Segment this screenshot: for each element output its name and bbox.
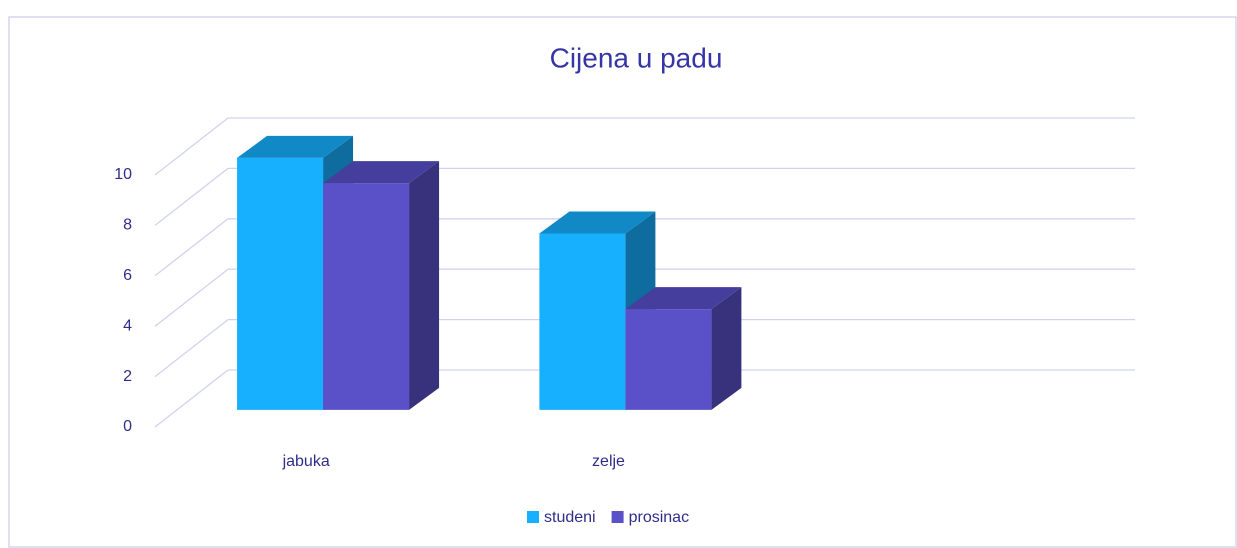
y-tick-label: 10 — [114, 166, 132, 183]
bar-front — [237, 157, 324, 410]
y-tick-label: 6 — [123, 267, 132, 284]
x-tick-label: jabuka — [282, 453, 330, 470]
bar — [625, 287, 742, 410]
legend-label: studeni — [544, 509, 596, 526]
y-tick-label: 2 — [123, 368, 132, 385]
x-tick-label: zelje — [592, 453, 625, 470]
legend-label: prosinac — [629, 509, 689, 526]
y-tick-label: 8 — [123, 217, 132, 234]
grid-line — [154, 167, 229, 226]
grid-line — [154, 319, 229, 378]
bar-top — [625, 287, 742, 310]
bar-top — [539, 211, 656, 234]
bar-side — [409, 161, 440, 410]
bar-top — [237, 135, 354, 158]
legend-swatch — [527, 511, 539, 523]
grid-line — [154, 117, 229, 176]
bar-top — [323, 161, 440, 184]
bar-front — [539, 233, 626, 410]
y-tick-label: 4 — [123, 317, 132, 334]
bar-front — [323, 183, 410, 410]
bar-side — [711, 287, 742, 410]
grid-line — [154, 369, 229, 428]
bar-front — [625, 309, 712, 410]
legend-swatch — [611, 511, 624, 523]
chart-title: Cijena u padu — [550, 42, 723, 73]
bar — [323, 161, 440, 410]
grid-line — [154, 218, 229, 277]
y-tick-label: 0 — [123, 418, 132, 435]
grid-line — [154, 268, 229, 327]
